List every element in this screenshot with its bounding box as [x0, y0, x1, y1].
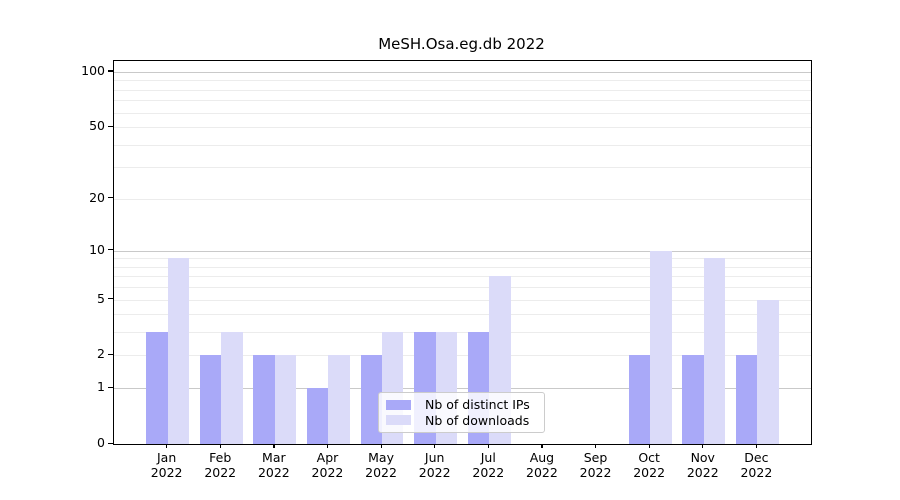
y-tick-label: 2 [97, 346, 105, 362]
x-tick-label: Jul 2022 [472, 450, 505, 480]
bar-downloads-dec [757, 299, 779, 444]
bar-distinct-ips-apr [307, 388, 329, 444]
legend-label: Nb of downloads [425, 412, 530, 428]
x-tick [755, 444, 758, 448]
y-tick-label: 100 [81, 62, 105, 78]
gridline-minor [114, 167, 811, 169]
x-tick [541, 444, 543, 448]
y-tick [108, 442, 113, 444]
gridline-minor [114, 112, 811, 114]
x-tick-label: Dec 2022 [740, 450, 773, 480]
chart-title: MeSH.Osa.eg.db 2022 [378, 35, 545, 53]
bar-distinct-ips-dec [735, 355, 758, 444]
x-tick [648, 444, 650, 448]
x-tick [434, 444, 436, 448]
x-tick-label: Jan 2022 [150, 450, 183, 480]
gridline-minor [114, 127, 811, 129]
y-tick [108, 353, 113, 356]
bar-distinct-ips-jan [146, 332, 168, 444]
y-tick [108, 298, 113, 300]
x-tick-label: Jun 2022 [418, 450, 451, 480]
x-tick-label: Aug 2022 [526, 450, 558, 480]
gridline-major [114, 250, 811, 252]
y-tick [108, 249, 113, 251]
legend-label: Nb of distinct IPs [425, 397, 530, 413]
x-tick-label: Nov 2022 [686, 450, 719, 480]
x-tick-label: Apr 2022 [311, 450, 344, 480]
x-tick-label: Oct 2022 [633, 450, 666, 480]
legend-item: Nb of distinct IPs [386, 397, 536, 412]
bar-downloads-jan [167, 258, 189, 444]
x-tick-label: May 2022 [365, 450, 397, 480]
legend-item: Nb of downloads [386, 413, 536, 428]
gridline-minor [114, 80, 811, 82]
x-tick [273, 444, 275, 448]
legend-swatch [386, 399, 411, 410]
x-tick [380, 444, 382, 448]
y-tick [108, 386, 113, 388]
y-tick [108, 125, 113, 127]
x-tick [487, 444, 489, 448]
y-tick [108, 197, 113, 199]
y-tick-label: 1 [97, 379, 105, 395]
x-tick-label: Mar 2022 [257, 450, 290, 480]
y-tick-label: 10 [89, 241, 105, 257]
y-tick-label: 0 [97, 435, 105, 450]
gridline-minor [114, 100, 811, 102]
bar-distinct-ips-oct [628, 355, 651, 444]
y-tick-label: 5 [97, 290, 105, 306]
bar-distinct-ips-nov [682, 355, 704, 444]
x-tick [702, 444, 704, 448]
y-tick-label: 20 [89, 189, 105, 205]
gridline-major [114, 71, 811, 73]
legend: Nb of distinct IPs Nb of downloads [378, 392, 545, 433]
y-tick-label: 50 [89, 118, 105, 134]
plot-area [113, 60, 812, 445]
x-tick-label: Sep 2022 [579, 450, 612, 480]
bar-distinct-ips-may [360, 355, 383, 444]
x-tick [166, 444, 168, 448]
bar-distinct-ips-mar [253, 355, 275, 444]
bar-downloads-mar [274, 355, 297, 444]
gridline-minor [114, 89, 811, 91]
bar-distinct-ips-feb [199, 355, 222, 444]
x-tick [326, 444, 329, 448]
bar-downloads-nov [703, 258, 726, 444]
x-tick [595, 444, 597, 448]
gridline-minor [114, 198, 811, 200]
legend-swatch [386, 415, 411, 426]
gridline-minor [114, 144, 811, 146]
bar-downloads-apr [328, 355, 350, 444]
x-tick-label: Feb 2022 [204, 450, 237, 480]
bar-downloads-oct [650, 250, 672, 444]
y-tick [108, 70, 113, 72]
bar-downloads-feb [221, 332, 243, 444]
x-tick [219, 444, 221, 448]
